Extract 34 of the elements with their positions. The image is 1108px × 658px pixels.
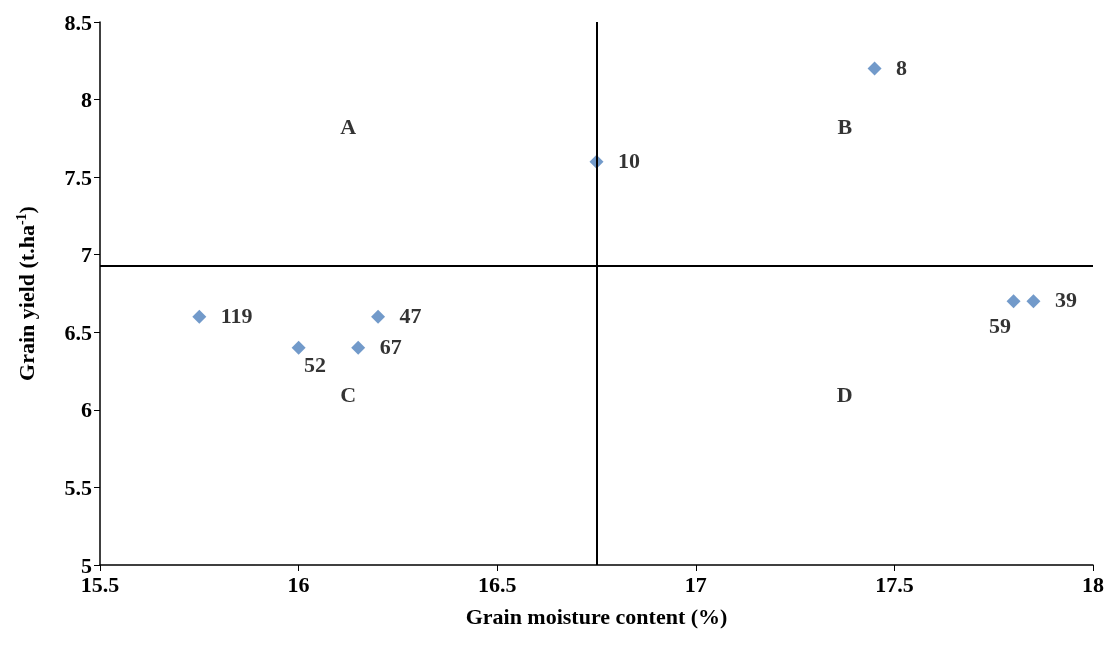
y-axis-title: Grain yield (t.ha-1) xyxy=(13,206,39,381)
y-tick-label: 5 xyxy=(81,552,92,578)
annotation: B xyxy=(837,114,853,140)
annotation: 8 xyxy=(896,54,908,80)
annotation: 119 xyxy=(220,302,253,328)
annotation: 52 xyxy=(304,351,327,377)
point xyxy=(371,309,386,324)
y-tick-label: 8 xyxy=(81,87,92,113)
annotation: 10 xyxy=(618,147,640,173)
annotation: 67 xyxy=(379,333,402,359)
point xyxy=(291,340,306,355)
y-tick-label: 8.5 xyxy=(64,9,92,35)
x-tick-label: 16.5 xyxy=(477,571,517,597)
x-tick-label: 18 xyxy=(1082,571,1104,597)
point xyxy=(867,61,882,76)
x-axis-title: Grain moisture content (%) xyxy=(465,603,728,629)
point xyxy=(1006,294,1021,309)
x-tick-label: 17 xyxy=(684,571,707,597)
x-tick-label: 17.5 xyxy=(875,571,914,597)
y-tick-label: 7.5 xyxy=(64,164,92,190)
annotation: 39 xyxy=(1054,287,1077,313)
y-tick-label: 6.5 xyxy=(64,319,92,345)
point xyxy=(1026,294,1041,309)
point xyxy=(351,340,366,355)
x-tick-label: 16 xyxy=(287,571,310,597)
y-tick-label: 5.5 xyxy=(64,474,92,500)
y-tick-label: 7 xyxy=(81,242,92,268)
annotation: 59 xyxy=(989,313,1012,339)
point xyxy=(192,309,207,324)
y-tick-label: 6 xyxy=(81,397,92,423)
annotation: D xyxy=(836,381,853,407)
annotation: A xyxy=(340,114,357,140)
annotation: C xyxy=(340,381,357,407)
annotation: 47 xyxy=(399,302,422,328)
